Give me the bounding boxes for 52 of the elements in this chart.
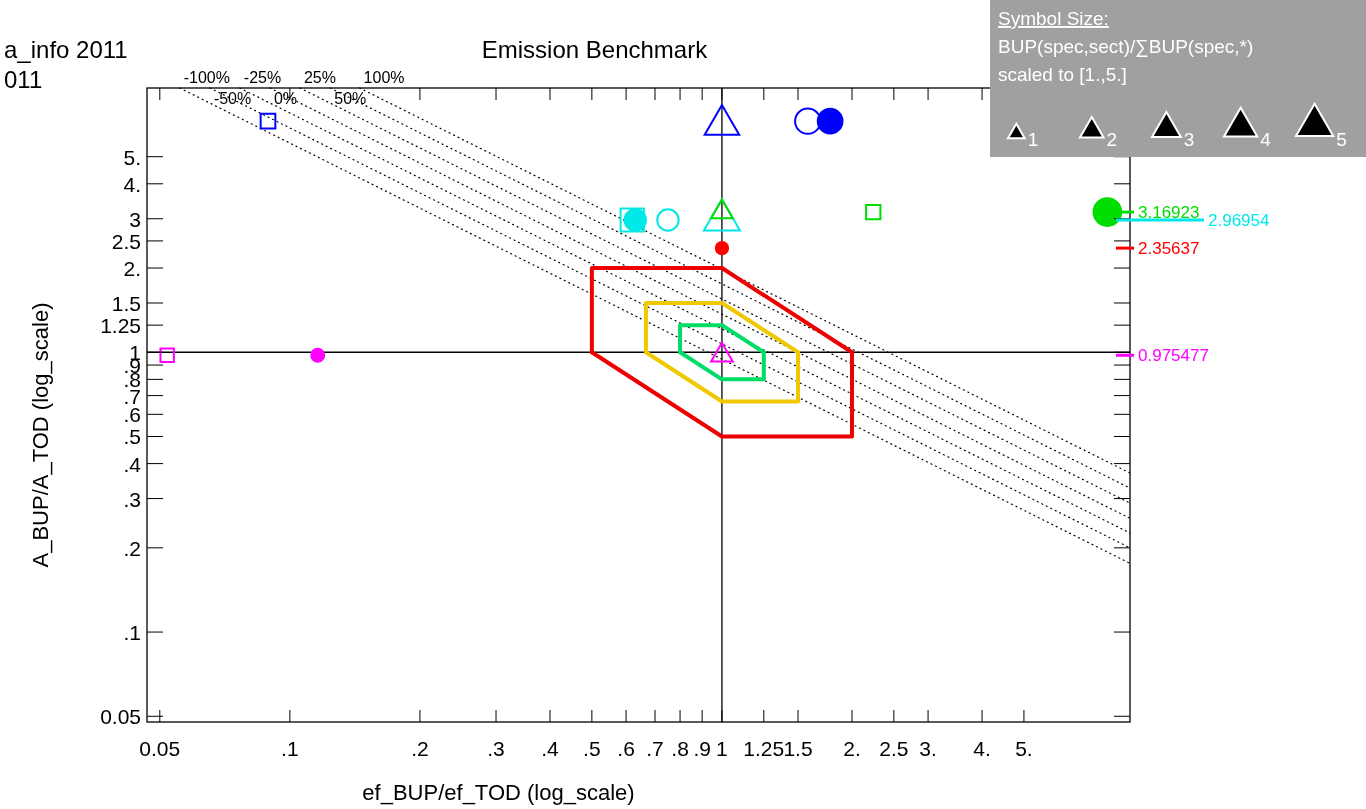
x-tick-label: .8 — [671, 737, 689, 760]
legend-label: 5 — [1336, 129, 1347, 150]
annotation: 50% — [334, 90, 367, 107]
annotation: -25% — [243, 69, 282, 86]
ref-line-label: 2.96954 — [1208, 211, 1270, 230]
y-tick-label: .4 — [123, 452, 142, 476]
y-tick-label: 2.5 — [111, 229, 141, 253]
legend-title: Symbol Size: BUP(spec,sect)/∑BUP(spec,*) scaled to [1.,5.] — [998, 8, 1254, 85]
x-tick-label: .4 — [541, 737, 560, 760]
x-tick-label: 1.5 — [783, 737, 813, 760]
x-tick-label: .9 — [693, 737, 711, 760]
x-tick-label: 1 — [716, 737, 728, 760]
ref-line-label: 0.975477 — [1138, 346, 1209, 366]
y-tick-label: 0.05 — [100, 705, 141, 729]
legend-label: 1 — [1027, 129, 1039, 150]
y-tick-label: .6 — [123, 403, 141, 427]
annotation: 100% — [363, 69, 405, 86]
y-tick-label: .2 — [123, 536, 141, 560]
y-tick-label: .3 — [123, 487, 141, 511]
legend-label: 3 — [1183, 129, 1195, 150]
x-tick-label: 3. — [919, 737, 937, 760]
x-tick-label: .5 — [583, 737, 601, 760]
chart-title: Emission Benchmark — [481, 36, 709, 63]
x-tick-label: .3 — [487, 737, 505, 760]
y-tick-label: .1 — [123, 621, 141, 645]
x-tick-label: .1 — [281, 737, 299, 760]
x-tick-label: 5. — [1015, 737, 1033, 760]
annotation: 0% — [273, 90, 298, 107]
legend-label: 2 — [1106, 129, 1118, 150]
y-tick-label: 4. — [123, 172, 141, 196]
x-tick-label: 1.25 — [743, 737, 785, 760]
y-tick-label: 2. — [123, 257, 141, 281]
x-tick-label: 2. — [843, 737, 861, 760]
x-tick-label: 2.5 — [879, 737, 909, 760]
y-tick-label: 3 — [129, 207, 141, 231]
ref-line-label: 2.35637 — [1138, 239, 1200, 259]
y-tick-label: 1.5 — [111, 291, 141, 315]
y-tick-label: 1.25 — [100, 314, 141, 338]
x-tick-label: .2 — [411, 737, 429, 760]
chart-subtitle: a_info 2011 011 — [4, 36, 128, 93]
annotation: -100% — [183, 69, 230, 86]
annotation: 25% — [303, 69, 336, 86]
x-axis-title: ef_BUP/ef_TOD (log_scale) — [362, 780, 635, 805]
x-tick-label: .6 — [617, 737, 635, 760]
annotation: -50% — [213, 90, 252, 107]
x-tick-label: 4. — [973, 737, 991, 760]
y-axis-title: A_BUP/A_TOD (log_scale) — [28, 302, 53, 568]
y-tick-label: .5 — [123, 425, 141, 449]
x-tick-label: .7 — [646, 737, 664, 760]
legend-label: 4 — [1260, 129, 1272, 150]
ref-line-label: 3.16923 — [1138, 203, 1200, 223]
y-tick-label: 5. — [123, 145, 141, 169]
